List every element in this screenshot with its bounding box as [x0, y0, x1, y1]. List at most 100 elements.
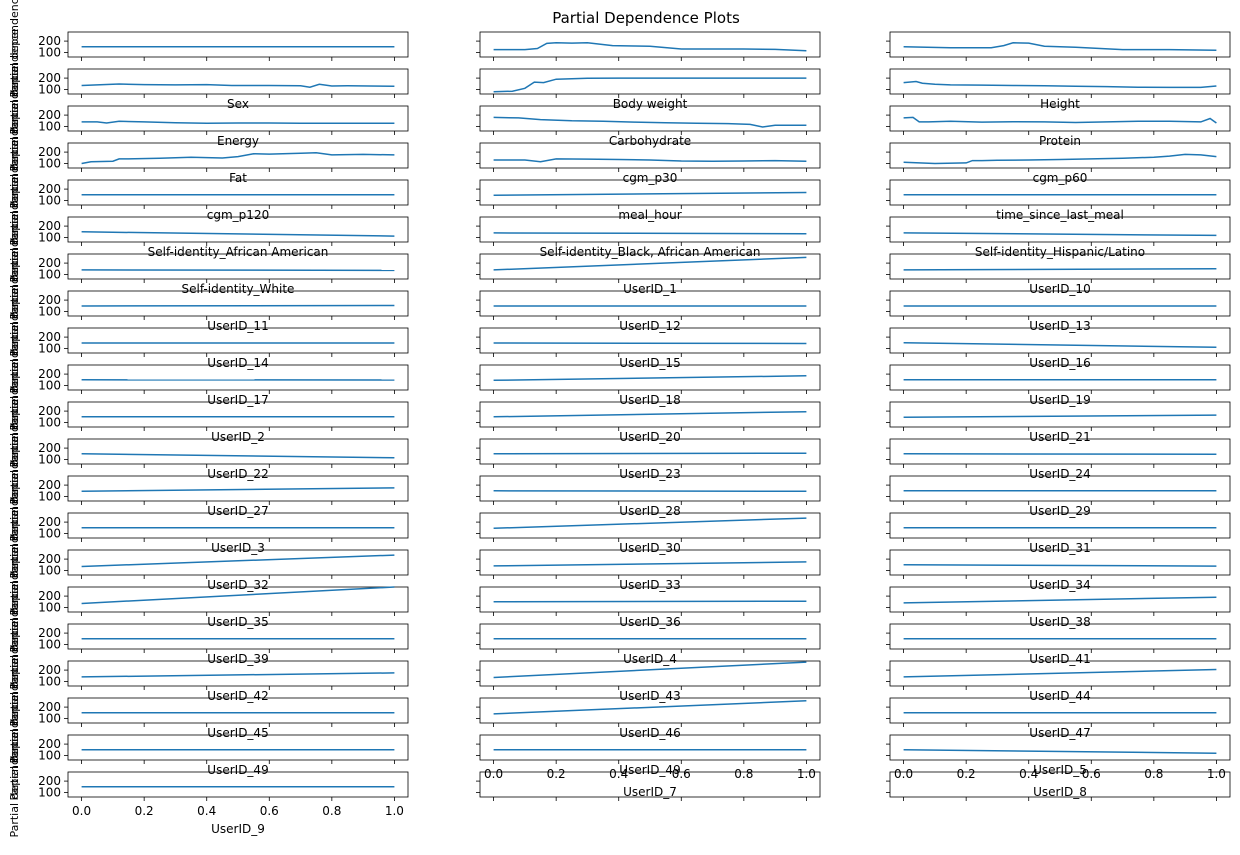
axes-frame — [67, 179, 409, 206]
x-tick-label: 0.8 — [322, 804, 341, 818]
pd-line — [81, 487, 395, 493]
pd-line — [493, 490, 807, 493]
x-tick-label: 0.4 — [197, 804, 216, 818]
y-tick-label: 200 — [38, 219, 61, 233]
x-axis-label: UserID_18 — [619, 393, 680, 407]
y-axis-label: Partial dependence — [8, 65, 21, 171]
subplot-47: UserID_36 — [476, 586, 821, 629]
y-tick-label: 200 — [38, 404, 61, 418]
y-tick-label: 100 — [38, 82, 61, 96]
pd-line — [493, 256, 807, 271]
axes-frame — [889, 549, 1231, 576]
x-axis-label: UserID_5 — [1033, 763, 1087, 777]
y-tick-label: 100 — [38, 156, 61, 170]
x-axis-label: UserID_33 — [619, 578, 680, 592]
pd-line — [493, 410, 807, 418]
axes-frame — [889, 105, 1231, 132]
axes-frame — [67, 549, 409, 576]
x-tick-label: 0.6 — [260, 804, 279, 818]
axes-frame — [67, 697, 409, 724]
pd-line — [493, 661, 807, 679]
x-axis-label: UserID_34 — [1029, 578, 1090, 592]
x-axis-label: UserID_24 — [1029, 467, 1090, 481]
x-axis-label: UserID_44 — [1029, 689, 1090, 703]
x-axis-label: UserID_39 — [207, 652, 268, 666]
subplot-48: UserID_38 — [886, 586, 1231, 629]
x-tick-label: 0.2 — [135, 804, 154, 818]
subplot-15: time_since_last_meal — [886, 179, 1231, 222]
x-axis-label: Self-identity_White — [182, 282, 295, 296]
axes-frame — [479, 475, 821, 502]
subplot-2 — [476, 31, 821, 61]
pd-line — [493, 561, 807, 567]
y-tick-label: 200 — [38, 441, 61, 455]
y-axis-label: Partial dependence — [8, 139, 21, 245]
axes-frame — [479, 586, 821, 613]
axes-frame — [889, 771, 1231, 798]
subplot-41: UserID_30 — [476, 512, 821, 555]
pd-line — [903, 42, 1217, 51]
pd-line — [493, 232, 807, 235]
bottom-axis-1: 0.0 0.2 0.4 0.6 0.8 1.0 UserID_9 — [72, 804, 404, 836]
pd-line — [493, 700, 807, 715]
axes-frame — [889, 512, 1231, 539]
y-tick-label: 100 — [38, 341, 61, 355]
bottom-axis-2: 0.0 0.2 0.4 0.6 0.8 1.0 UserID_7 — [484, 767, 816, 799]
subplot-3 — [886, 31, 1231, 61]
pd-line — [493, 452, 807, 455]
axes-frame — [67, 623, 409, 650]
x-axis-label: UserID_49 — [207, 763, 268, 777]
x-axis-label: UserID_47 — [1029, 726, 1090, 740]
y-tick-label: 200 — [38, 700, 61, 714]
y-axis-label: Partial dependence — [8, 324, 21, 430]
x-axis-label: Height — [1040, 97, 1080, 111]
axes-frame — [479, 142, 821, 169]
x-axis-label: UserID_17 — [207, 393, 268, 407]
y-tick-label: 200 — [38, 145, 61, 159]
y-tick-label: 200 — [38, 330, 61, 344]
y-tick-label: 200 — [38, 515, 61, 529]
y-axis-label: Partial dependence — [8, 361, 21, 467]
pd-line — [493, 77, 807, 93]
y-axis-label: Partial dependence — [8, 620, 21, 726]
subplot-24: UserID_13 — [886, 290, 1231, 333]
subplot-30: UserID_19 — [886, 364, 1231, 407]
x-axis-label: Protein — [1039, 134, 1081, 148]
y-axis-label: Partial dependence — [8, 28, 21, 134]
subplot-18: Self-identity_Hispanic/Latino — [886, 216, 1231, 259]
subplot-45: UserID_34 — [886, 549, 1231, 592]
y-tick-label: 200 — [38, 663, 61, 677]
pd-line — [903, 268, 1217, 271]
pd-line — [81, 151, 395, 165]
pd-line — [81, 672, 395, 678]
x-tick-label: 0.2 — [547, 767, 566, 781]
x-axis-label: UserID_7 — [623, 785, 677, 799]
x-axis-label: cgm_p120 — [207, 208, 269, 222]
y-tick-label: 100 — [38, 378, 61, 392]
y-tick-label: 200 — [38, 256, 61, 270]
subplot-14: meal_hour — [476, 179, 821, 222]
pd-line — [903, 116, 1217, 124]
axes-frame — [889, 290, 1231, 317]
y-axis-label: Partial dependence — [8, 509, 21, 615]
x-axis-label: UserID_16 — [1029, 356, 1090, 370]
y-axis-label: Partial dependence — [8, 657, 21, 763]
y-tick-label: 200 — [38, 774, 61, 788]
axes-frame — [67, 327, 409, 354]
x-axis-label: UserID_32 — [207, 578, 268, 592]
axes-frame — [889, 68, 1231, 95]
axes-frame — [479, 623, 821, 650]
pd-line — [903, 232, 1217, 237]
subplot-38: UserID_28 — [476, 475, 821, 518]
subplot-57: UserID_47 — [886, 697, 1231, 740]
axes-frame — [479, 290, 821, 317]
x-tick-label: 0.0 — [484, 767, 503, 781]
y-tick-label: 100 — [38, 785, 61, 799]
subplot-17: Self-identity_Black, African American — [476, 216, 821, 259]
subplot-36: UserID_24 — [886, 438, 1231, 481]
axes-frame — [479, 364, 821, 391]
